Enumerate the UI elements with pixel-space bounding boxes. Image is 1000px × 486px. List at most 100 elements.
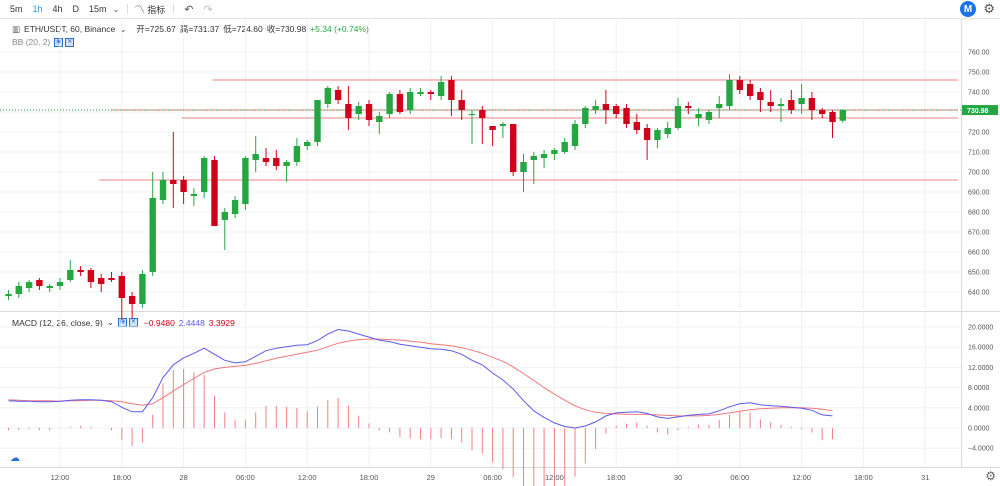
candle-body bbox=[345, 104, 352, 118]
candle-body bbox=[149, 198, 156, 272]
y-tick-label: 12.0000 bbox=[968, 365, 993, 372]
candle-body bbox=[685, 106, 692, 108]
candle-body bbox=[242, 158, 249, 204]
candle-body bbox=[15, 286, 22, 294]
x-tick-label: 30 bbox=[674, 473, 682, 482]
candle-body bbox=[643, 128, 651, 140]
candle-body bbox=[602, 104, 610, 110]
app-logo: M bbox=[960, 1, 976, 17]
candle-body bbox=[396, 94, 404, 112]
x-tick-label: 12:00 bbox=[51, 473, 70, 482]
candle-body bbox=[139, 274, 146, 304]
y-tick-label: 670.00 bbox=[968, 230, 990, 237]
candle-body bbox=[695, 114, 702, 118]
candle-body bbox=[25, 282, 33, 288]
macd-hist-value: −0.9480 bbox=[143, 317, 175, 328]
indicators-button[interactable]: 指标 bbox=[147, 4, 166, 15]
candle-body bbox=[314, 100, 321, 142]
bb-legend: BB (20, 2) ◉ ✕ bbox=[12, 37, 76, 47]
candle-body bbox=[67, 270, 74, 280]
eye-icon[interactable]: ◉ bbox=[117, 318, 127, 327]
y-tick-label: 720.00 bbox=[968, 130, 990, 137]
high-value: 高=731.37 bbox=[179, 24, 220, 34]
timeframe-15m[interactable]: 15m bbox=[89, 4, 107, 14]
candle-body bbox=[56, 282, 64, 286]
candle-body bbox=[304, 142, 311, 146]
candle-body bbox=[77, 270, 84, 272]
eye-icon[interactable]: ◉ bbox=[54, 37, 64, 47]
candle-body bbox=[448, 80, 455, 100]
candle-body bbox=[211, 160, 218, 226]
x-tick-label: 12:00 bbox=[298, 473, 317, 482]
x-tick-label: 18:00 bbox=[360, 473, 379, 482]
candle-body bbox=[530, 156, 537, 160]
candle-body bbox=[273, 158, 280, 166]
timeframe-d[interactable]: D bbox=[72, 4, 80, 14]
candle-body bbox=[489, 126, 496, 130]
candle-body bbox=[777, 104, 785, 106]
candle-body bbox=[159, 180, 167, 200]
open-value: 开=725.67 bbox=[136, 24, 176, 34]
candle-body bbox=[623, 108, 630, 124]
y-tick-label: 16.0000 bbox=[968, 345, 993, 352]
candle-body bbox=[293, 146, 301, 162]
close-value: 收=730.98 bbox=[266, 24, 307, 34]
candle-body bbox=[819, 110, 826, 114]
candle-body bbox=[417, 92, 424, 94]
current-price-label: 730.98 bbox=[967, 108, 989, 115]
candle-body bbox=[757, 92, 764, 100]
redo-icon[interactable]: ↷ bbox=[203, 3, 213, 16]
candle-body bbox=[788, 100, 795, 110]
candle-body bbox=[170, 180, 177, 184]
chart-type-icon[interactable]: ▥ bbox=[12, 23, 21, 34]
timeframe-4h[interactable]: 4h bbox=[52, 4, 63, 14]
candle-body bbox=[592, 106, 599, 110]
y-tick-label: 740.00 bbox=[968, 90, 990, 97]
macd-legend: MACD (12, 26, close, 9) ⌄ ◉ ✕ −0.9480 2.… bbox=[12, 317, 239, 328]
y-tick-label: 760.00 bbox=[968, 50, 990, 57]
settings-gear-icon[interactable]: ⚙ bbox=[985, 469, 996, 483]
candle-body bbox=[376, 116, 383, 122]
indicators-icon[interactable]: 〽 bbox=[134, 4, 146, 16]
candle-body bbox=[324, 88, 331, 104]
candle-body bbox=[808, 98, 816, 110]
candle-body bbox=[36, 280, 43, 286]
candle-body bbox=[798, 98, 805, 104]
candle-body bbox=[458, 100, 465, 110]
candle-body bbox=[190, 194, 198, 196]
candle-body bbox=[716, 104, 723, 108]
y-tick-label: 8.0000 bbox=[968, 385, 990, 392]
candle-body bbox=[726, 80, 733, 106]
candle-body bbox=[736, 80, 743, 90]
settings-gear-icon[interactable]: ⚙ bbox=[983, 1, 995, 16]
close-icon[interactable]: ✕ bbox=[128, 318, 138, 327]
toolbar: 5m 1h 4h D 15m ⌄ 〽 指标 ↶ ↷ bbox=[0, 0, 1000, 19]
undo-icon[interactable]: ↶ bbox=[184, 3, 194, 16]
candle-body bbox=[520, 162, 527, 172]
chevron-down-icon[interactable]: ⌄ bbox=[106, 317, 114, 327]
y-tick-label: 0.0000 bbox=[968, 426, 990, 433]
candle-body bbox=[201, 158, 208, 192]
y-tick-label: 700.00 bbox=[968, 170, 990, 177]
candle-body bbox=[468, 114, 476, 115]
candle-body bbox=[427, 92, 434, 94]
candle-body bbox=[839, 110, 846, 121]
y-tick-label: 20.0000 bbox=[968, 325, 993, 332]
main-legend: ▥ ETH/USDT, 60, Binance ⌄ 开=725.67 高=731… bbox=[12, 23, 373, 35]
chevron-down-icon[interactable]: ⌄ bbox=[112, 4, 120, 14]
candle-body bbox=[674, 106, 682, 128]
low-value: 低=724.60 bbox=[223, 24, 263, 34]
candle-body bbox=[365, 104, 373, 120]
x-tick-label: 06:00 bbox=[236, 473, 255, 482]
candle-body bbox=[87, 270, 95, 282]
candle-body bbox=[746, 84, 754, 96]
chevron-down-icon[interactable]: ⌄ bbox=[119, 23, 127, 34]
candle-body bbox=[355, 106, 362, 114]
candle-body bbox=[437, 82, 445, 96]
close-icon[interactable]: ✕ bbox=[65, 37, 75, 47]
timeframe-5m[interactable]: 5m bbox=[10, 4, 23, 14]
x-tick-label: 06:00 bbox=[483, 473, 502, 482]
candle-body bbox=[128, 296, 136, 304]
timeframe-1h[interactable]: 1h bbox=[32, 4, 43, 14]
